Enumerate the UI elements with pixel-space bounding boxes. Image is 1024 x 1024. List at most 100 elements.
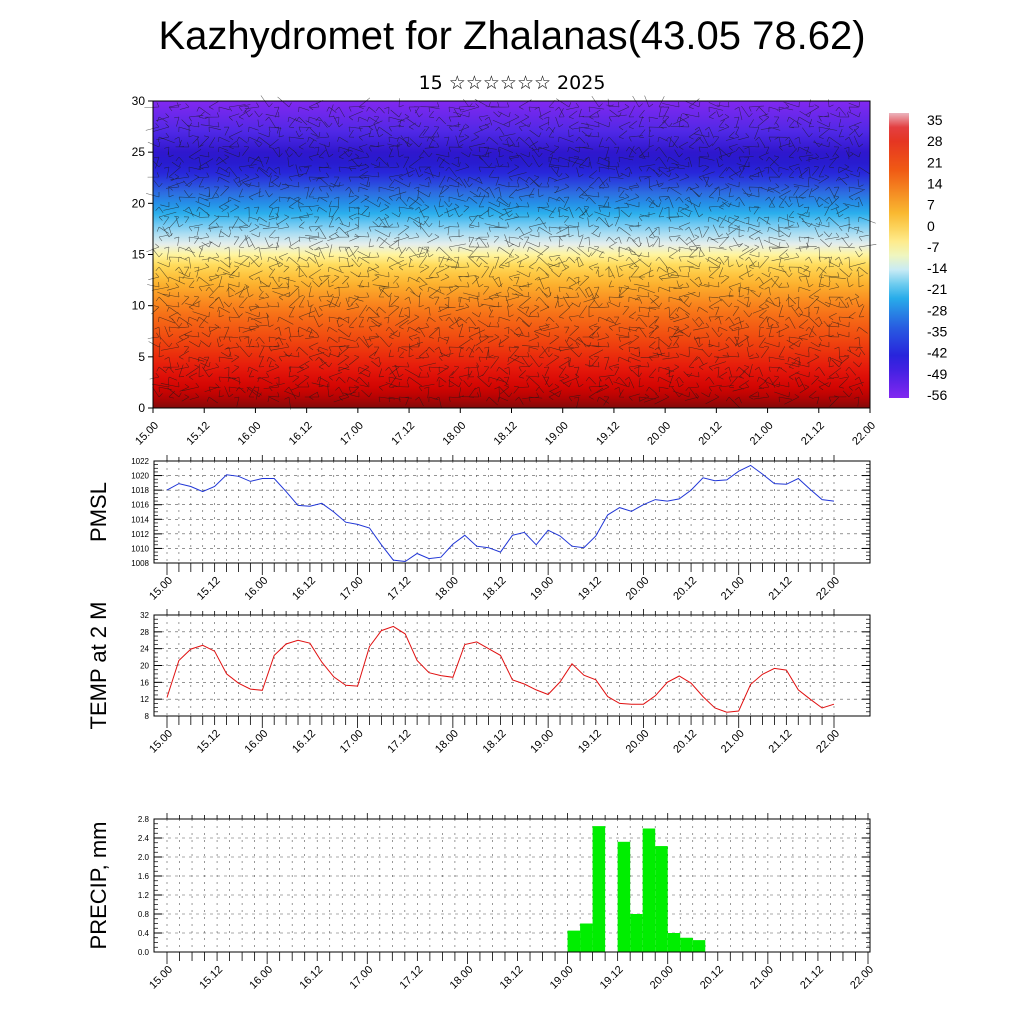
pmsl-series-line xyxy=(166,464,835,563)
temp-x-tick-label: 17.12 xyxy=(385,728,413,756)
pmsl-x-tick-label: 20.12 xyxy=(671,575,699,603)
temp-x-tick-label: 19.00 xyxy=(528,728,556,756)
temp-y-tick-label: 20 xyxy=(140,662,149,671)
pmsl-y-tick-label: 1016 xyxy=(131,501,149,510)
temp-x-tick-label: 18.00 xyxy=(433,728,461,756)
colorbar-label: 28 xyxy=(927,133,943,149)
heatmap-y-tick-label: 10 xyxy=(132,299,146,313)
precip-x-tick-label: 22.00 xyxy=(848,964,876,992)
temp-x-tick-label: 15.00 xyxy=(147,728,175,756)
pmsl-x-tick-label: 16.12 xyxy=(290,575,318,603)
precip-x-tick-label: 19.00 xyxy=(548,964,576,992)
colorbar-label: -7 xyxy=(927,239,940,255)
heatmap-x-tick-label: 15.12 xyxy=(184,420,212,448)
colorbar-label: 7 xyxy=(927,197,935,213)
heatmap-x-tick-label: 19.00 xyxy=(543,420,571,448)
pmsl-y-tick-label: 1018 xyxy=(131,486,149,495)
precip-bar xyxy=(680,937,693,952)
precip-x-tick-label: 18.12 xyxy=(498,964,526,992)
temp-x-tick-label: 16.00 xyxy=(242,728,270,756)
precip-x-tick-label: 19.12 xyxy=(598,964,626,992)
pmsl-x-tick-label: 15.12 xyxy=(195,575,223,603)
precip-x-tick-label: 21.12 xyxy=(798,964,826,992)
precip-x-tick-label: 18.00 xyxy=(448,964,476,992)
temp-y-axis-label: TEMP at 2 M xyxy=(86,602,111,730)
pmsl-y-tick-label: 1010 xyxy=(131,544,149,553)
colorbar-label: 14 xyxy=(927,175,943,191)
temp-x-tick-label: 16.12 xyxy=(290,728,318,756)
precip-bar xyxy=(567,930,581,952)
colorbar-label: -49 xyxy=(927,366,947,382)
precip-bar xyxy=(692,940,706,952)
heatmap-y-tick-label: 0 xyxy=(138,401,145,415)
precip-bar xyxy=(630,914,643,952)
pmsl-x-tick-label: 21.00 xyxy=(719,575,747,603)
pmsl-x-tick-label: 17.12 xyxy=(385,575,413,603)
pmsl-x-tick-label: 17.00 xyxy=(338,575,366,603)
heatmap-x-tick-label: 21.00 xyxy=(748,420,776,448)
precip-y-tick-label: 2.0 xyxy=(138,853,150,862)
precip-x-tick-label: 16.00 xyxy=(247,964,275,992)
precip-x-tick-label: 17.00 xyxy=(347,964,375,992)
colorbar xyxy=(889,113,909,398)
pmsl-x-tick-label: 15.00 xyxy=(147,575,175,603)
precip-y-tick-label: 2.8 xyxy=(138,815,150,824)
pmsl-y-tick-label: 1012 xyxy=(131,530,149,539)
pmsl-y-axis-label: PMSL xyxy=(86,482,111,542)
precip-y-axis-label: PRECIP, mm xyxy=(86,822,111,950)
temp-y-tick-label: 28 xyxy=(140,628,149,637)
colorbar-label: 21 xyxy=(927,154,943,170)
precip-y-tick-label: 0.4 xyxy=(138,929,150,938)
temp-y-tick-label: 12 xyxy=(140,695,149,704)
temp-x-tick-label: 22.00 xyxy=(814,728,842,756)
precip-bar xyxy=(655,846,668,952)
pmsl-x-tick-label: 16.00 xyxy=(242,575,270,603)
temp-y-tick-label: 32 xyxy=(140,611,149,620)
precip-y-tick-label: 1.6 xyxy=(138,872,150,881)
heatmap-x-tick-label: 17.00 xyxy=(338,420,366,448)
temp-series-line xyxy=(166,625,835,713)
precip-y-tick-label: 0.8 xyxy=(138,910,150,919)
colorbar-label: -42 xyxy=(927,345,947,361)
temp-y-tick-label: 24 xyxy=(140,645,149,654)
chart-subtitle: 15 ☆☆☆☆☆☆ 2025 xyxy=(418,72,606,94)
precip-bar xyxy=(580,923,593,952)
heatmap-x-tick-label: 18.12 xyxy=(492,420,520,448)
heatmap-y-tick-label: 5 xyxy=(138,350,145,364)
wind-barbs xyxy=(144,95,877,410)
pmsl-y-tick-label: 1022 xyxy=(131,457,149,466)
heatmap-x-tick-label: 17.12 xyxy=(389,420,417,448)
pmsl-x-tick-label: 22.00 xyxy=(814,575,842,603)
heatmap-x-tick-label: 15.00 xyxy=(133,420,161,448)
heatmap-y-tick-label: 15 xyxy=(132,248,146,262)
pmsl-y-tick-label: 1014 xyxy=(131,515,149,524)
precip-x-tick-label: 15.00 xyxy=(147,964,175,992)
heatmap-y-tick-label: 20 xyxy=(132,196,146,210)
precip-bar xyxy=(592,826,606,952)
precip-frame xyxy=(153,818,871,953)
colorbar-label: -21 xyxy=(927,281,947,297)
pmsl-y-tick-label: 1020 xyxy=(131,472,149,481)
temp-x-tick-label: 15.12 xyxy=(195,728,223,756)
heatmap-x-tick-label: 16.00 xyxy=(236,420,264,448)
heatmap-y-tick-label: 30 xyxy=(132,94,146,108)
precip-x-tick-label: 15.12 xyxy=(197,964,225,992)
temp-y-tick-label: 8 xyxy=(145,712,150,721)
pmsl-x-tick-label: 20.00 xyxy=(624,575,652,603)
colorbar-label: 0 xyxy=(927,218,935,234)
colorbar-label: -56 xyxy=(927,387,947,403)
precip-x-tick-label: 21.00 xyxy=(748,964,776,992)
precip-bar xyxy=(617,841,631,952)
precip-y-tick-label: 1.2 xyxy=(138,891,150,900)
pmsl-frame xyxy=(153,460,871,564)
pmsl-x-tick-label: 18.12 xyxy=(481,575,509,603)
pmsl-x-tick-label: 21.12 xyxy=(767,575,795,603)
heatmap-x-tick-label: 16.12 xyxy=(287,420,315,448)
pmsl-x-tick-label: 19.12 xyxy=(576,575,604,603)
pmsl-x-tick-label: 18.00 xyxy=(433,575,461,603)
temp-x-tick-label: 21.12 xyxy=(767,728,795,756)
precip-x-tick-label: 17.12 xyxy=(398,964,426,992)
heatmap-x-tick-label: 22.00 xyxy=(850,420,878,448)
temp-y-tick-label: 16 xyxy=(140,678,149,687)
